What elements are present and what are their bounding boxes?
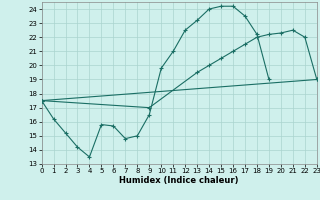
X-axis label: Humidex (Indice chaleur): Humidex (Indice chaleur) — [119, 176, 239, 185]
